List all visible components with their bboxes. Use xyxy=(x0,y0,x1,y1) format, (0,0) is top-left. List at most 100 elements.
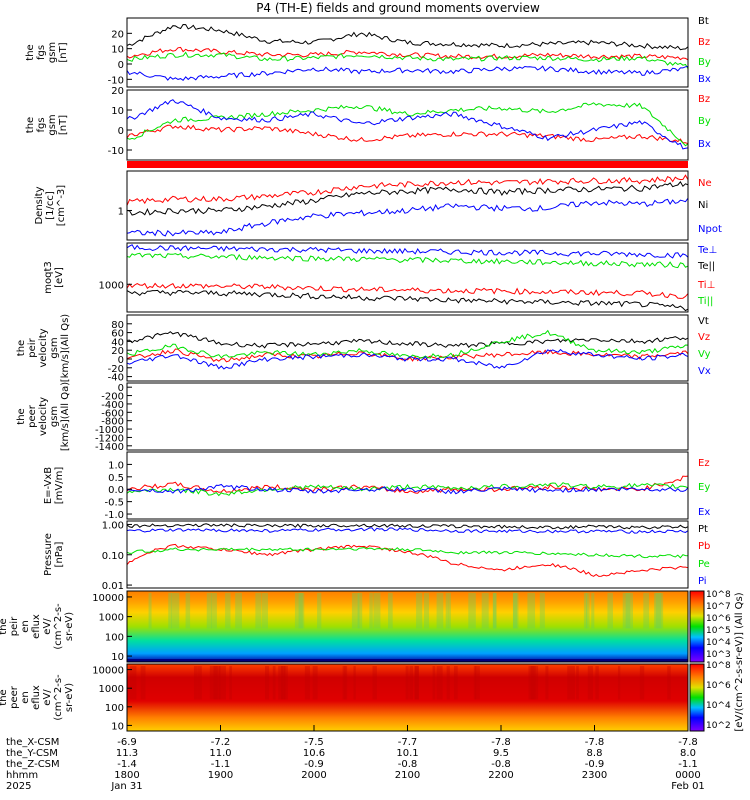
heatmap-streak-14 xyxy=(372,666,377,700)
series-Bx-line xyxy=(126,65,689,81)
colorbar-top-tick-5: 10^3 xyxy=(706,650,731,660)
heatmap-streak-11 xyxy=(535,666,539,700)
legend-Bt: Bt xyxy=(698,16,709,27)
heatmap-streak-28 xyxy=(530,666,536,700)
legend-Vt: Vt xyxy=(698,316,709,327)
ylabel-line-2: en xyxy=(20,620,31,633)
ylabel-line-3: gsm xyxy=(49,337,60,358)
ytick-label-2: 0.01 xyxy=(102,581,124,592)
x-row-value-0-4: -7.8 xyxy=(491,737,511,748)
ytick-label-1: 0.5 xyxy=(108,473,124,484)
ytick-label-2: -400 xyxy=(101,400,124,411)
ylabel-line-1: fgs xyxy=(36,117,47,132)
x-row-value-2-1: -1.1 xyxy=(211,759,231,770)
heatmap-streak-3 xyxy=(436,593,444,629)
heatmap-streak-12 xyxy=(576,666,579,700)
colorbar-top-tick-1: 10^7 xyxy=(706,602,731,612)
ytick-label-5: -20 xyxy=(108,364,124,375)
series-Bx-line xyxy=(126,99,689,150)
legend-Te⊥: Te⊥ xyxy=(697,245,717,256)
heatmap-streak-21 xyxy=(129,666,137,700)
legend-Ne: Ne xyxy=(698,178,712,189)
heatmap-streak-34 xyxy=(206,593,212,629)
ylabel-line-1: [nPa] xyxy=(54,541,65,567)
heatmap-streak-15 xyxy=(432,666,436,700)
heatmap-streak-13 xyxy=(225,593,231,629)
heatmap-streak-31 xyxy=(587,666,593,700)
panel-frame xyxy=(126,520,689,589)
heatmap-streak-5 xyxy=(283,666,288,700)
heatmap-streak-9 xyxy=(583,593,588,629)
x-row-value-0-1: -7.2 xyxy=(211,737,231,748)
x-row-value-0-2: -7.5 xyxy=(304,737,324,748)
legend-Ey: Ey xyxy=(698,482,710,493)
ylabel-line-2: velocity xyxy=(38,328,49,367)
heatmap-streak-4 xyxy=(446,666,450,700)
heatmap-streak-7 xyxy=(424,593,430,629)
ytick-label-3: 10 xyxy=(111,721,124,732)
ytick-label-0: 10000 xyxy=(92,666,124,677)
panel-frame xyxy=(126,382,689,451)
ytick-label-4: 0 xyxy=(118,355,124,366)
x-row-value-1-3: 10.1 xyxy=(396,748,418,759)
heatmap-streak-23 xyxy=(414,666,419,700)
ylabel-line-0: the xyxy=(0,689,9,705)
ylabel-line-1: peir xyxy=(9,616,20,636)
series-Bt-line xyxy=(126,23,689,51)
heatmap-streak-6 xyxy=(481,593,489,629)
ytick-label-4: -1.0 xyxy=(104,510,124,521)
panel-8: 10000 1000 100 10 the peir en eflux eV/(cm^2-s-s… xyxy=(0,590,689,663)
colorbar-top-tick-4: 10^4 xyxy=(706,638,731,648)
heatmap-streak-22 xyxy=(213,666,221,700)
panel-frame xyxy=(126,242,689,313)
legend-By: By xyxy=(698,57,711,68)
ylabel-line-3: [nT] xyxy=(58,115,69,135)
x-row-value-2-4: -0.8 xyxy=(491,759,511,770)
heatmap-streak-8 xyxy=(193,666,198,700)
heatmap-streak-10 xyxy=(171,593,180,629)
colorbar-top-tick-3: 10^5 xyxy=(706,626,731,636)
heatmap-streak-39 xyxy=(218,666,226,700)
heatmap-streak-25 xyxy=(512,593,519,629)
mode-bar xyxy=(127,161,688,168)
ylabel-line-1: peer xyxy=(9,685,20,709)
heatmap-streak-39 xyxy=(448,593,451,629)
ytick-label-2: 100 xyxy=(105,703,124,714)
heatmap-streak-8 xyxy=(351,593,360,629)
heatmap-streak-2 xyxy=(388,593,393,629)
x-row-value-1-4: 9.5 xyxy=(493,748,509,759)
panel-9: 10000 1000 100 10 the peer en eflux eV/(cm^2-s-s… xyxy=(0,663,689,732)
heatmap-streak-17 xyxy=(445,593,449,629)
series-Vy-line xyxy=(126,329,689,359)
heatmap-streak-16 xyxy=(436,666,443,700)
ylabel-line-2: [cm^-3] xyxy=(56,185,67,226)
heatmap-band xyxy=(127,659,688,662)
x-row-value-3-2: 2000 xyxy=(301,770,326,781)
x-row-value-1-5: 8.8 xyxy=(587,748,603,759)
x-row-value-0-5: -7.8 xyxy=(585,737,605,748)
x-row-value-3-0: 1800 xyxy=(114,770,139,781)
ylabel-line-5: (cm^2-s- xyxy=(53,603,64,650)
colorbar-top xyxy=(689,590,705,663)
x-row-value-2-0: -1.4 xyxy=(117,759,137,770)
ylabel-line-0: moqt3 xyxy=(43,261,54,294)
panel-frame xyxy=(126,314,689,382)
panel-1: Bz By Bx 20 10 0 -10 the fgs gsm [nT] xyxy=(25,86,711,161)
ylabel-line-0: Density xyxy=(34,186,45,224)
heatmap-streak-20 xyxy=(591,593,595,629)
heatmap-streak-26 xyxy=(492,593,497,629)
ylabel-line-0: the xyxy=(25,117,36,133)
heatmap-streak-16 xyxy=(211,593,217,629)
heatmap-streak-20 xyxy=(405,666,409,700)
colorbar-bottom xyxy=(689,663,705,732)
series-Ex-line xyxy=(126,483,689,495)
x-row-label-1: the_Y-CSM xyxy=(6,748,58,759)
series-Pt-line xyxy=(126,523,689,530)
series-Bz-line xyxy=(126,124,689,145)
ytick-label-2: 0 xyxy=(118,126,124,137)
ylabel-line-3: [nT] xyxy=(58,42,69,62)
ytick-label-3: -10 xyxy=(108,146,124,157)
heatmap-streak-26 xyxy=(667,666,671,700)
heatmap-streak-29 xyxy=(229,666,232,700)
x-row-label-0: the_X-CSM xyxy=(6,737,59,748)
